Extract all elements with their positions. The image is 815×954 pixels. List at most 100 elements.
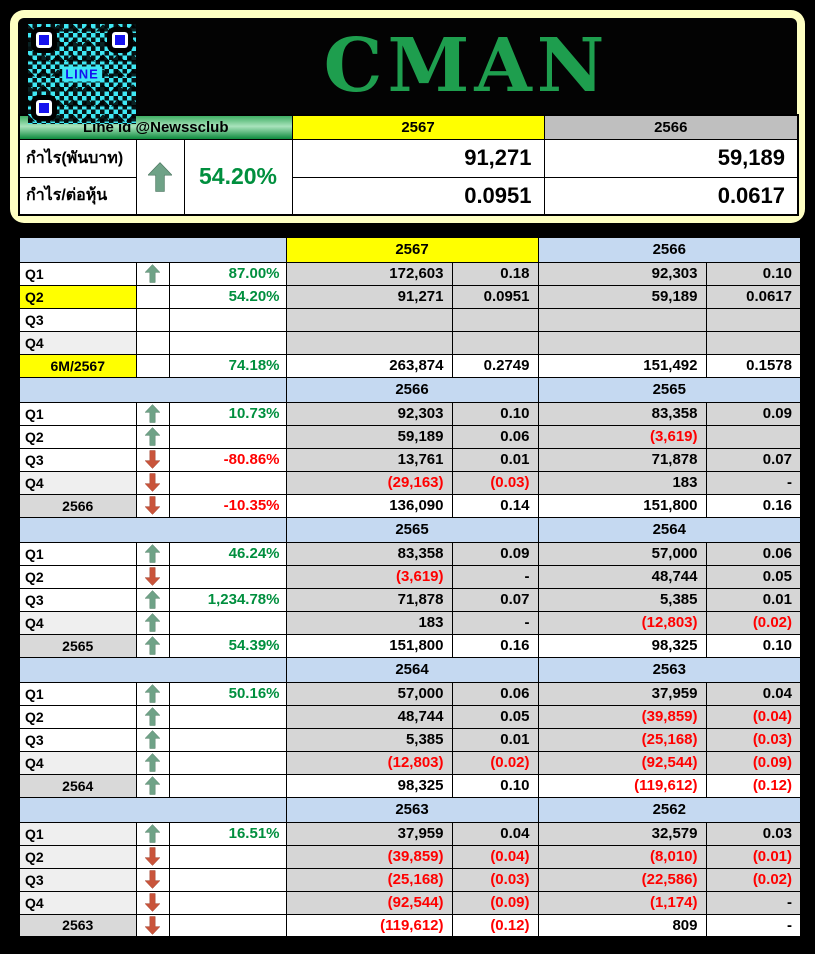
value-cell: 71,878 (285, 587, 453, 612)
block-year-right: 2565 (537, 376, 802, 403)
trend-down-icon (145, 847, 160, 866)
value-cell: 48,744 (537, 564, 707, 589)
trend-down-icon (145, 916, 160, 935)
year-total-label: 2566 (18, 493, 137, 518)
trend-cell (135, 610, 170, 635)
trend-cell (135, 401, 170, 426)
quarter-label: Q4 (18, 470, 137, 495)
block-year-right: 2563 (537, 656, 802, 683)
value-cell: (25,168) (537, 727, 707, 752)
eps-value-right: 0.0617 (543, 176, 799, 216)
trend-down-icon (145, 870, 160, 889)
value-cell: (25,168) (285, 867, 453, 892)
trend-down-icon (145, 473, 160, 492)
header-card: LINE CMAN Line id @Newssclub 2567 2566 ก… (10, 10, 805, 223)
value-cell: 5,385 (285, 727, 453, 752)
stock-symbol-title: CMAN (323, 23, 610, 109)
block-year-left: 2565 (285, 516, 539, 543)
eps-cell: 0.06 (705, 541, 802, 566)
value-cell: 151,800 (537, 493, 707, 518)
value-cell: (1,174) (537, 890, 707, 915)
percent-cell (168, 867, 287, 892)
eps-cell: 0.2749 (451, 353, 539, 378)
trend-up-icon (145, 776, 160, 795)
trend-up-icon (145, 590, 160, 609)
value-cell: 83,358 (285, 541, 453, 566)
qr-finder-icon (31, 95, 57, 121)
eps-cell: 0.07 (705, 447, 802, 472)
quarter-label: Q4 (18, 610, 137, 635)
block-year-right: 2566 (537, 236, 802, 263)
quarter-label: Q3 (18, 587, 137, 612)
trend-cell (135, 284, 170, 309)
trend-cell (135, 587, 170, 612)
year-total-label: 2563 (18, 913, 137, 938)
percent-cell (168, 773, 287, 798)
percent-cell: 16.51% (168, 821, 287, 846)
eps-cell: 0.0951 (451, 284, 539, 309)
eps-cell: 0.18 (451, 261, 539, 286)
quarter-row: Q1 87.00% 172,603 0.18 92,303 0.10 (18, 261, 802, 286)
eps-cell: 0.04 (451, 821, 539, 846)
profit-value-left: 91,271 (291, 138, 545, 178)
year-total-label: 6M/2567 (18, 353, 137, 378)
profit-value-right: 59,189 (543, 138, 799, 178)
percent-cell: 46.24% (168, 541, 287, 566)
eps-cell: 0.05 (705, 564, 802, 589)
quarter-row: Q1 50.16% 57,000 0.06 37,959 0.04 (18, 681, 802, 706)
value-cell: 172,603 (285, 261, 453, 286)
value-cell: 92,303 (285, 401, 453, 426)
value-cell: (3,619) (285, 564, 453, 589)
value-cell: 71,878 (537, 447, 707, 472)
quarter-label: Q4 (18, 890, 137, 915)
block-year-left: 2566 (285, 376, 539, 403)
trend-cell (135, 750, 170, 775)
year-total-row: 6M/2567 74.18% 263,874 0.2749 151,492 0.1578 (18, 353, 802, 378)
eps-cell: (0.04) (705, 704, 802, 729)
value-cell: 37,959 (537, 681, 707, 706)
quarter-row: Q3 (18, 307, 802, 332)
summary-table: Line id @Newssclub 2567 2566 กำไร(พันบาท… (18, 114, 799, 216)
profit-label: กำไร(พันบาท) (18, 138, 137, 178)
value-cell: 59,189 (285, 424, 453, 449)
eps-cell: - (705, 890, 802, 915)
qr-finder-icon (31, 27, 57, 53)
percent-cell (168, 890, 287, 915)
quarter-label: Q2 (18, 424, 137, 449)
eps-cell (451, 330, 539, 355)
trend-down-icon (145, 450, 160, 469)
value-cell: (119,612) (285, 913, 453, 938)
block-header-spacer (18, 656, 287, 683)
quarter-row: Q2 59,189 0.06 (3,619) (18, 424, 802, 449)
eps-cell: - (451, 564, 539, 589)
eps-cell: 0.1578 (705, 353, 802, 378)
value-cell: 57,000 (537, 541, 707, 566)
percent-cell: 50.16% (168, 681, 287, 706)
percent-cell: 10.73% (168, 401, 287, 426)
summary-eps-row: กำไร/ต่อหุ้น 0.0951 0.0617 (18, 176, 799, 216)
masthead: LINE CMAN (18, 18, 797, 124)
value-cell (537, 307, 707, 332)
block-header-row: 2567 2566 (18, 236, 802, 263)
eps-cell: 0.07 (451, 587, 539, 612)
value-cell: 263,874 (285, 353, 453, 378)
eps-cell: 0.01 (451, 727, 539, 752)
value-cell: (39,859) (537, 704, 707, 729)
quarter-row: Q3 -80.86% 13,761 0.01 71,878 0.07 (18, 447, 802, 472)
value-cell: (3,619) (537, 424, 707, 449)
quarter-label: Q3 (18, 447, 137, 472)
eps-cell (705, 330, 802, 355)
eps-cell: (0.12) (705, 773, 802, 798)
eps-cell: (0.12) (451, 913, 539, 938)
eps-cell (705, 307, 802, 332)
summary-header-row: Line id @Newssclub 2567 2566 (18, 114, 799, 140)
quarter-row: Q2 54.20% 91,271 0.0951 59,189 0.0617 (18, 284, 802, 309)
value-cell: (29,163) (285, 470, 453, 495)
year-total-row: 2564 98,325 0.10 (119,612) (0.12) (18, 773, 802, 798)
quarter-label: Q1 (18, 541, 137, 566)
trend-cell (135, 773, 170, 798)
block-header-row: 2563 2562 (18, 796, 802, 823)
quarter-row: Q4 (92,544) (0.09) (1,174) - (18, 890, 802, 915)
eps-cell: (0.09) (705, 750, 802, 775)
